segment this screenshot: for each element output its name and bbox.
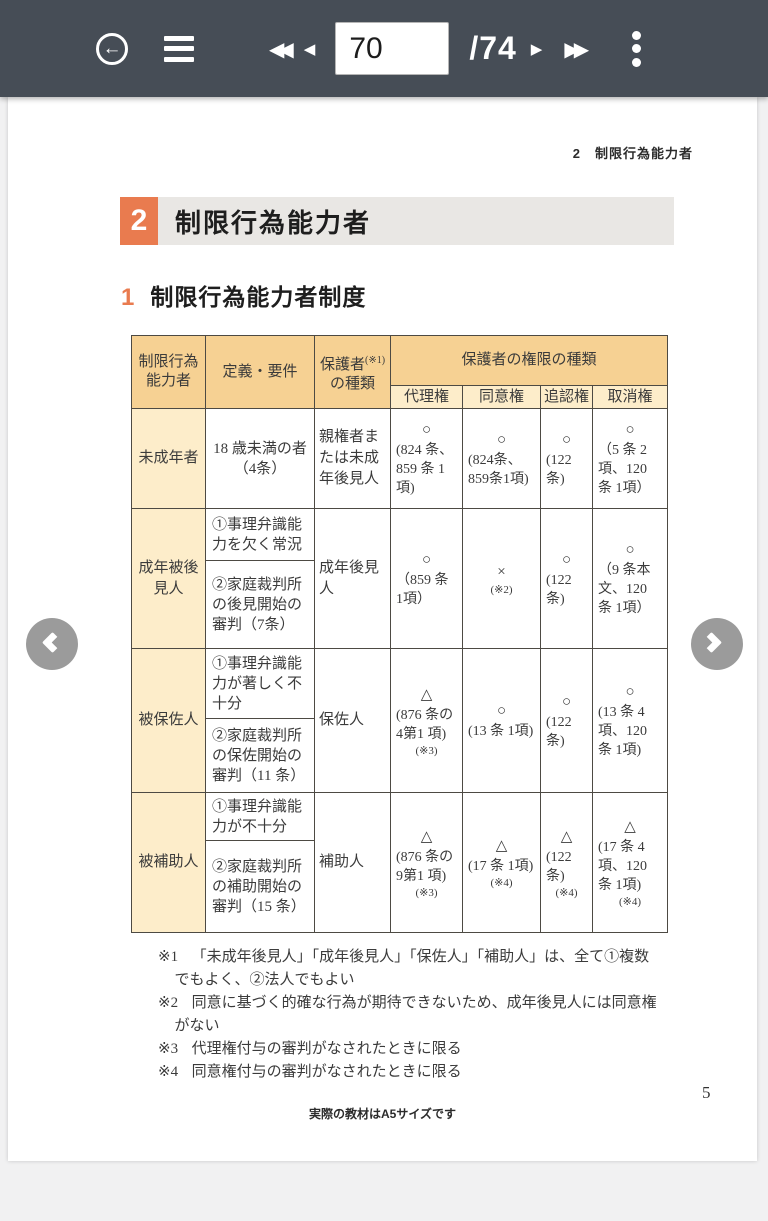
definition-cell-1: ①事理弁識能力を欠く常況 — [205, 508, 315, 561]
footnote-4: ※4 同意権付与の審判がなされたときに限る — [158, 1064, 462, 1080]
document-page: 2 制限行為能力者 2 制限行為能力者 1 制限行為能力者制度 制限行為能力者 … — [8, 97, 757, 1161]
back-arrow-icon: ← — [102, 38, 122, 59]
hamburger-icon — [164, 35, 194, 41]
previous-icon: ◀ — [303, 39, 316, 58]
rescission-cell: ○ (13 条 4 項、120 条 1項) — [591, 648, 669, 793]
agency-cell: △ (876 条の4第1 項) (※3) — [390, 648, 463, 793]
definition-cell-2: ②家庭裁判所の補助開始の審判（15 条） — [205, 840, 315, 933]
menu-button[interactable] — [163, 35, 195, 62]
row-label: 被保佐人 — [131, 648, 206, 793]
page-total-label: /74 — [469, 30, 517, 66]
table-row-assisted-person: 被補助人 ①事理弁識能力が不十分 補助人 △ (876 条の9第1 項) (※3) … — [131, 792, 669, 933]
col-header-person: 制限行為能力者 — [131, 335, 206, 409]
next-page-overlay-button[interactable] — [691, 618, 743, 670]
definition-cell-1: ①事理弁識能力が著しく不十分 — [205, 648, 315, 719]
rescission-cell: ○ （9 条本文、120 条 1項） — [591, 508, 669, 649]
rescission-cell: ○ （5 条 2 項、120 条 1項） — [591, 408, 669, 509]
col-header-rescission: 取消権 — [591, 385, 669, 409]
next-icon: ▶ — [530, 39, 543, 58]
page-number-input[interactable] — [335, 22, 450, 75]
footnote-3: ※3 代理権付与の審判がなされたときに限る — [158, 1041, 462, 1057]
chevron-right-icon — [700, 631, 723, 654]
last-page-button[interactable]: ▶▶ — [564, 37, 589, 61]
previous-page-overlay-button[interactable] — [26, 618, 78, 670]
table-row-adult-ward: 成年被後見人 ①事理弁識能力を欠く常況 成年後見人 ○ （859 条 1項） ×(… — [131, 508, 669, 649]
fast-forward-icon: ▶▶ — [564, 36, 589, 61]
agency-cell: ○ (824 条、859 条 1項) — [390, 408, 463, 509]
first-page-button[interactable]: ◀◀ — [269, 37, 294, 61]
consent-cell: ○ (13 条 1項) — [462, 648, 541, 793]
chapter-title: 制限行為能力者 — [158, 197, 674, 245]
row-label: 被補助人 — [131, 792, 206, 933]
ratification-cell: ○ (122 条) — [540, 648, 593, 793]
table-row-assisted-person-def2: ②家庭裁判所の補助開始の審判（15 条） — [132, 840, 668, 933]
page-number: 5 — [702, 1083, 711, 1102]
agency-cell: ○ （859 条 1項） — [390, 508, 463, 649]
guardian-cell: 補助人 — [314, 792, 391, 933]
col-header-powers-group: 保護者の権限の種類 — [389, 335, 669, 386]
col-header-agency: 代理権 — [390, 385, 463, 409]
table-row-minor: 未成年者 18 歳未満の者（4条） 親権者または未成年後見人 ○ (824 条、8… — [131, 408, 669, 509]
row-label: 未成年者 — [131, 408, 206, 509]
section-number: 1 — [121, 284, 135, 311]
chevron-left-icon — [41, 631, 64, 654]
col-header-consent: 同意権 — [462, 385, 541, 409]
back-button[interactable]: ← — [96, 32, 128, 65]
ratification-cell: ○ (122 条) — [540, 508, 593, 649]
next-page-button[interactable]: ▶ — [531, 40, 543, 58]
more-options-button[interactable] — [629, 30, 643, 67]
consent-cell: × (※2) — [462, 508, 541, 649]
guardian-cell: 保佐人 — [314, 648, 391, 793]
definition-cell-2: ②家庭裁判所の後見開始の審判（7条） — [205, 560, 315, 649]
rescission-cell: △ (17 条 4 項、120 条 1項) (※4) — [591, 792, 669, 933]
definition-cell-2: ②家庭裁判所の保佐開始の審判（11 条） — [205, 718, 315, 793]
table-row-curatee: 被保佐人 ①事理弁識能力が著しく不十分 保佐人 △ (876 条の4第1 項) (※… — [131, 648, 669, 793]
previous-page-button[interactable]: ◀ — [304, 40, 316, 58]
footnote-1: ※1 「未成年後見人」「成年後見人」「保佐人」「補助人」は、全て①複数でもよく、②… — [158, 949, 650, 988]
footer-note: 実際の教材はA5サイズです — [309, 1107, 456, 1121]
row-label: 成年被後見人 — [131, 508, 206, 649]
pdf-toolbar: ← ◀◀ ◀ /74 ▶ ▶▶ — [0, 0, 768, 97]
definition-cell-1: ①事理弁識能力が不十分 — [205, 792, 315, 841]
consent-cell: △ (17 条 1項) (※4) — [462, 792, 541, 933]
agency-cell: △ (876 条の9第1 項) (※3) — [390, 792, 463, 933]
running-header: 2 制限行為能力者 — [572, 146, 693, 161]
section-title: 制限行為能力者制度 — [150, 284, 367, 310]
fast-backward-icon: ◀◀ — [269, 36, 294, 61]
col-header-definition: 定義・要件 — [205, 335, 315, 409]
guardian-cell: 成年後見人 — [314, 508, 391, 649]
capacity-table: 制限行為能力者 定義・要件 保護者(※1)の種類 保護者の権限の種類 代理権 同… — [131, 335, 669, 933]
table-row-curatee-def2: ②家庭裁判所の保佐開始の審判（11 条） — [132, 718, 668, 793]
section-heading: 1 制限行為能力者制度 — [121, 278, 366, 312]
guardian-cell: 親権者または未成年後見人 — [314, 408, 391, 509]
footnote-2: ※2 同意に基づく的確な行為が期待できないため、成年後見人には同意権がない — [158, 995, 657, 1034]
consent-cell: ○ (824条、859条1項) — [462, 408, 541, 509]
chapter-number: 2 — [120, 197, 158, 245]
footnotes: ※1 「未成年後見人」「成年後見人」「保佐人」「補助人」は、全て①複数でもよく、②… — [158, 946, 663, 1084]
table-row-adult-ward-def2: ②家庭裁判所の後見開始の審判（7条） — [132, 560, 668, 649]
col-header-guardian: 保護者(※1)の種類 — [314, 335, 391, 409]
chapter-heading: 2 制限行為能力者 — [120, 197, 674, 245]
definition-cell: 18 歳未満の者（4条） — [205, 408, 315, 509]
kebab-icon — [631, 30, 641, 40]
ratification-cell: △ (122 条) (※4) — [540, 792, 593, 933]
ratification-cell: ○ (122 条) — [540, 408, 593, 509]
col-header-ratification: 追認権 — [540, 385, 593, 409]
